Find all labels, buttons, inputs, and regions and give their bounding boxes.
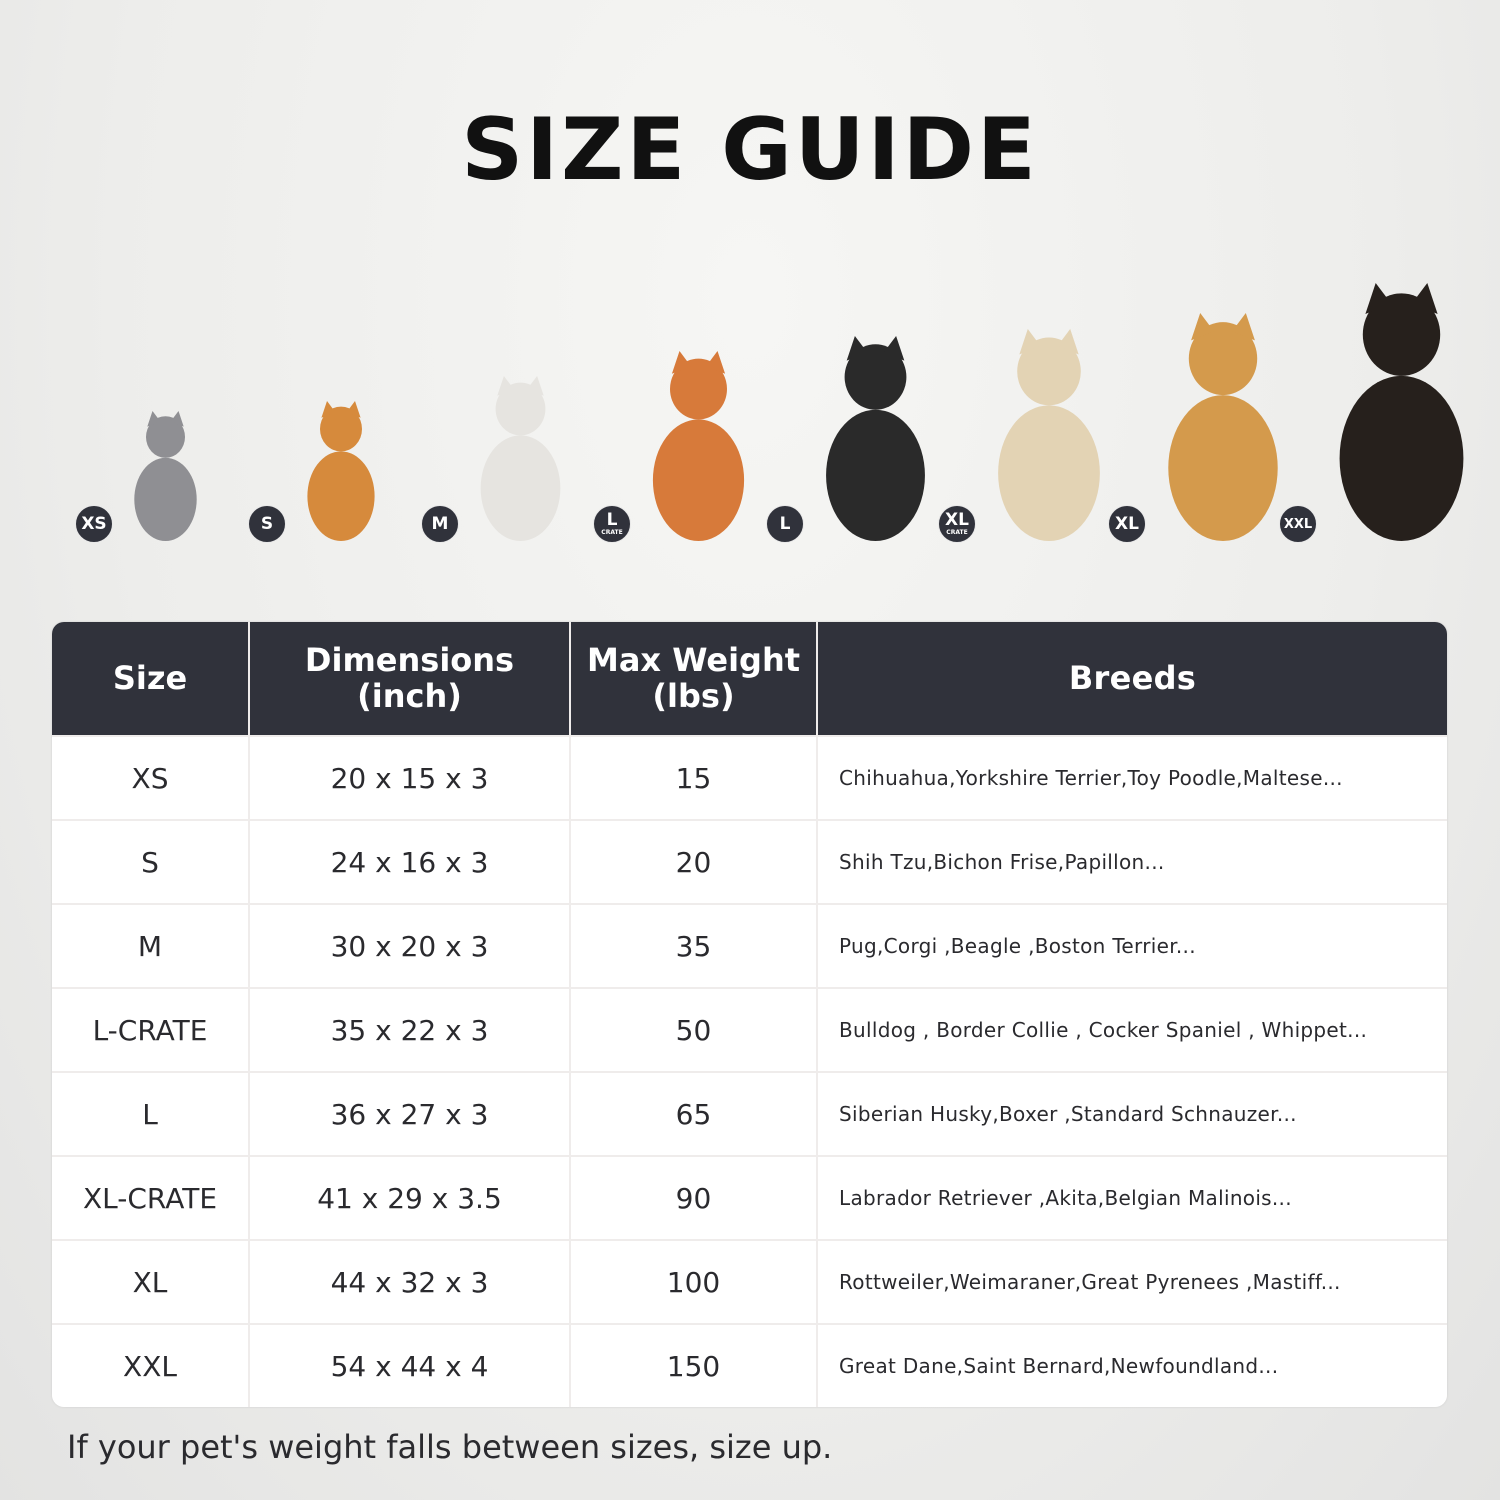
size-badge: S (248, 505, 286, 543)
cell-weight: 100 (571, 1241, 816, 1323)
cell-size: XS (52, 737, 248, 819)
golden-retriever-image (1151, 313, 1295, 545)
cell-breeds: Siberian Husky,Boxer ,Standard Schnauzer… (818, 1073, 1447, 1155)
header-dimensions: Dimensions (inch) (250, 622, 569, 735)
cell-dimensions: 54 x 44 x 4 (250, 1325, 569, 1407)
cell-size: L-CRATE (52, 989, 248, 1071)
cell-breeds: Pug,Corgi ,Beagle ,Boston Terrier... (818, 905, 1447, 987)
table-row: XL-CRATE 41 x 29 x 3.5 90 Labrador Retrieve… (52, 1157, 1447, 1239)
french-bulldog-image (464, 376, 577, 545)
cell-weight: 20 (571, 821, 816, 903)
badge-sublabel: CRATE (601, 529, 623, 536)
size-badge: L (766, 505, 804, 543)
cell-dimensions: 41 x 29 x 3.5 (250, 1157, 569, 1239)
page-title: SIZE GUIDE (461, 100, 1039, 200)
cell-weight: 90 (571, 1157, 816, 1239)
labrador-image (981, 329, 1117, 545)
cell-size: XL (52, 1241, 248, 1323)
size-table: Size Dimensions (inch) Max Weight (lbs) … (52, 622, 1447, 1407)
size-badge: M (421, 505, 459, 543)
cell-size: L (52, 1073, 248, 1155)
size-badge: XL CRATE (938, 505, 976, 543)
cell-dimensions: 24 x 16 x 3 (250, 821, 569, 903)
cell-size: XXL (52, 1325, 248, 1407)
cell-dimensions: 44 x 32 x 3 (250, 1241, 569, 1323)
cell-dimensions: 35 x 22 x 3 (250, 989, 569, 1071)
pomeranian-image (291, 401, 391, 545)
badge-label: S (260, 513, 274, 534)
cell-breeds: Shih Tzu,Bichon Frise,Papillon... (818, 821, 1447, 903)
cell-size: XL-CRATE (52, 1157, 248, 1239)
cell-weight: 150 (571, 1325, 816, 1407)
size-badge: XXL (1279, 505, 1317, 543)
cell-size: M (52, 905, 248, 987)
badge-label: L (606, 510, 618, 530)
cell-breeds: Chihuahua,Yorkshire Terrier,Toy Poodle,M… (818, 737, 1447, 819)
header-size: Size (52, 622, 248, 735)
table-header: Size Dimensions (inch) Max Weight (lbs) … (52, 622, 1447, 735)
badge-label: XL (945, 510, 969, 530)
cell-dimensions: 36 x 27 x 3 (250, 1073, 569, 1155)
cat-image (118, 411, 213, 545)
table-row: XS 20 x 15 x 3 15 Chihuahua,Yorkshire Terri… (52, 737, 1447, 819)
badge-label: XS (81, 513, 107, 534)
table-row: L 36 x 27 x 3 65 Siberian Husky,Boxer ,Stan… (52, 1073, 1447, 1155)
badge-label: L (779, 513, 791, 534)
cell-breeds: Rottweiler,Weimaraner,Great Pyrenees ,Ma… (818, 1241, 1447, 1323)
cell-breeds: Bulldog , Border Collie , Cocker Spaniel… (818, 989, 1447, 1071)
cell-breeds: Labrador Retriever ,Akita,Belgian Malino… (818, 1157, 1447, 1239)
cell-weight: 65 (571, 1073, 816, 1155)
badge-label: XXL (1283, 516, 1313, 532)
table-row: L-CRATE 35 x 22 x 3 50 Bulldog , Border Col… (52, 989, 1447, 1071)
badge-sublabel: CRATE (946, 529, 968, 536)
table-row: M 30 x 20 x 3 35 Pug,Corgi ,Beagle ,Boston … (52, 905, 1447, 987)
cell-size: S (52, 821, 248, 903)
badge-label: XL (1115, 513, 1139, 534)
shiba-inu-image (636, 351, 761, 545)
badge-label: M (431, 513, 449, 534)
cell-breeds: Great Dane,Saint Bernard,Newfoundland... (818, 1325, 1447, 1407)
cell-dimensions: 30 x 20 x 3 (250, 905, 569, 987)
size-badge: XS (75, 505, 113, 543)
size-badge: L CRATE (593, 505, 631, 543)
size-badge: XL (1108, 505, 1146, 543)
cell-dimensions: 20 x 15 x 3 (250, 737, 569, 819)
header-breeds: Breeds (818, 622, 1447, 735)
header-weight: Max Weight (lbs) (571, 622, 816, 735)
sizing-note: If your pet's weight falls between sizes… (67, 1428, 833, 1466)
border-collie-image (809, 336, 942, 545)
cell-weight: 35 (571, 905, 816, 987)
cell-weight: 50 (571, 989, 816, 1071)
table-row: XXL 54 x 44 x 4 150 Great Dane,Saint Bernar… (52, 1325, 1447, 1407)
table-row: S 24 x 16 x 3 20 Shih Tzu,Bichon Frise,Papi… (52, 821, 1447, 903)
doberman-image (1322, 283, 1481, 545)
table-row: XL 44 x 32 x 3 100 Rottweiler,Weimaraner,Gr… (52, 1241, 1447, 1323)
cell-weight: 15 (571, 737, 816, 819)
